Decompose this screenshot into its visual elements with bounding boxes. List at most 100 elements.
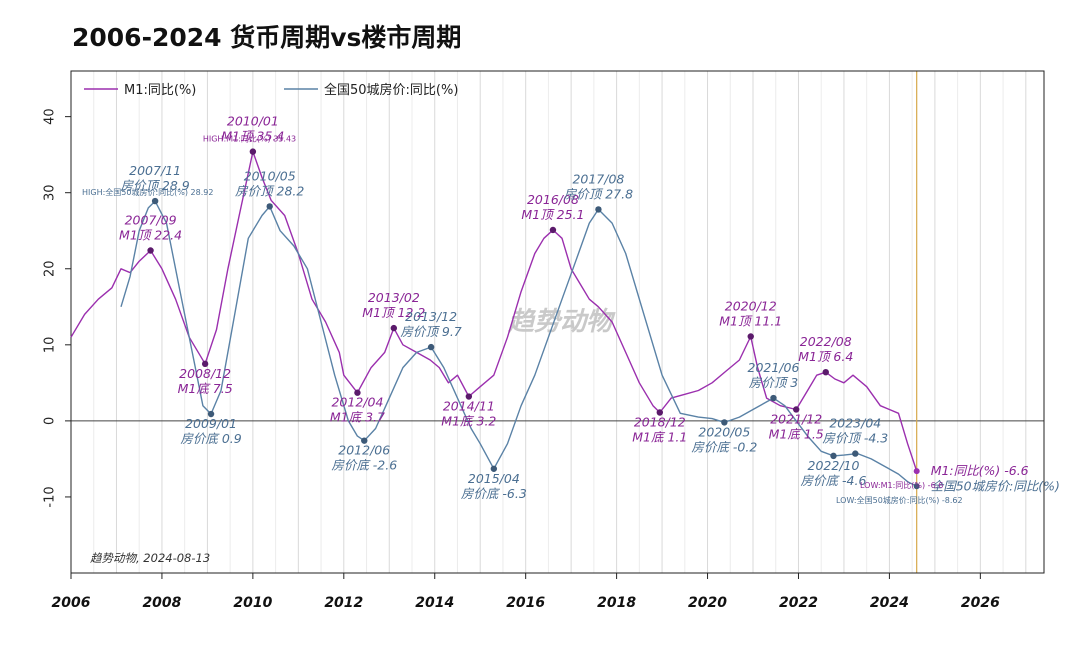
peak-marker-m1 bbox=[656, 409, 664, 416]
annotation-date: 2023/04 bbox=[829, 416, 881, 431]
peak-marker-house bbox=[595, 206, 602, 213]
annotation-date: 2012/04 bbox=[331, 395, 383, 410]
y-tick-label: 20 bbox=[43, 260, 58, 277]
peak-marker-m1 bbox=[147, 247, 154, 254]
peak-marker-house bbox=[427, 343, 435, 351]
annotation-label: 房价顶 27.8 bbox=[564, 186, 633, 201]
peak-marker-m1 bbox=[249, 148, 257, 155]
grid-lines bbox=[71, 71, 1044, 573]
end-marker-house bbox=[913, 483, 920, 490]
y-tick-label: -10 bbox=[43, 486, 58, 507]
annotation-date: 2007/09 bbox=[125, 213, 177, 228]
x-tick-label: 2018 bbox=[597, 595, 636, 611]
plot-frame bbox=[70, 70, 1045, 574]
annotation-date: 2013/12 bbox=[405, 309, 457, 324]
extreme-label: HIGH:全国50城房价:同比(%) 28.92 bbox=[82, 187, 213, 197]
extreme-label: HIGH:M1:同比(%) 35.43 bbox=[203, 134, 296, 144]
peak-marker-house bbox=[830, 452, 837, 460]
footnote: 趋势动物, 2024-08-13 bbox=[90, 551, 210, 565]
peak-marker-house bbox=[266, 203, 273, 210]
annotation-date: 2014/11 bbox=[443, 399, 495, 414]
annotation-date: 2009/01 bbox=[185, 416, 237, 431]
x-tick-label: 2024 bbox=[870, 595, 909, 611]
annotation-date: 2022/10 bbox=[808, 458, 860, 473]
annotation-date: 2010/01 bbox=[227, 114, 279, 129]
peak-marker-m1 bbox=[747, 333, 754, 340]
annotation-label: M1底 1.1 bbox=[632, 430, 687, 445]
annotation-date: 2013/02 bbox=[368, 290, 420, 305]
peak-marker-house bbox=[151, 197, 159, 205]
annotation-label: M1顶 22.4 bbox=[119, 228, 182, 243]
peak-marker-m1 bbox=[793, 406, 800, 413]
end-label-house: 全国50城房价:同比(%) bbox=[931, 478, 1060, 493]
peak-marker-m1 bbox=[549, 226, 557, 234]
peak-marker-m1 bbox=[354, 389, 361, 396]
annotation-date: 2007/11 bbox=[129, 163, 181, 178]
annotation-label: 房价顶 28.9 bbox=[120, 178, 189, 193]
annotation-date: 2022/08 bbox=[800, 334, 852, 349]
y-tick-label: 0 bbox=[43, 417, 58, 425]
annotation-date: 2016/08 bbox=[527, 192, 579, 207]
annotation-date: 2020/05 bbox=[698, 424, 750, 439]
annotation-date: 2012/06 bbox=[338, 443, 390, 458]
peak-marker-house bbox=[852, 450, 859, 457]
annotation-label: 房价顶 -4.3 bbox=[822, 431, 888, 446]
x-tick-label: 2010 bbox=[233, 595, 272, 611]
annotation-label: M1底 1.5 bbox=[769, 426, 824, 441]
annotation-label: 房价底 -0.2 bbox=[691, 439, 757, 454]
annotation-date: 2015/04 bbox=[468, 471, 520, 486]
x-tick-label: 2006 bbox=[52, 595, 91, 611]
annotation-date: 2010/05 bbox=[244, 168, 296, 183]
annotation-label: 房价底 0.9 bbox=[180, 431, 241, 446]
annotation-label: M1顶 6.4 bbox=[798, 349, 853, 364]
chart-title: 2006-2024 货币周期vs楼市周期 bbox=[72, 23, 462, 52]
series-line-m1 bbox=[70, 150, 918, 472]
y-axis: 40 30 20 10 0 -10 bbox=[43, 108, 71, 508]
annotation-date: 2008/12 bbox=[179, 366, 231, 381]
annotation-label: M1顶 11.1 bbox=[719, 313, 782, 328]
y-tick-label: 30 bbox=[43, 184, 58, 201]
y-tick-label: 40 bbox=[43, 108, 58, 125]
x-tick-label: 2008 bbox=[142, 595, 181, 611]
annotation-label: 房价顶 3 bbox=[749, 375, 798, 390]
annotation-date: 2017/08 bbox=[572, 171, 624, 186]
annotation-date: 2020/12 bbox=[725, 298, 777, 313]
peak-marker-m1 bbox=[390, 324, 398, 332]
peak-marker-m1 bbox=[465, 393, 473, 400]
annotation-label: 房价底 -6.3 bbox=[461, 486, 527, 501]
peak-marker-m1 bbox=[201, 360, 209, 368]
annotation-label: 房价底 -2.6 bbox=[331, 458, 397, 473]
peak-marker-house bbox=[361, 437, 368, 444]
y-tick-label: 10 bbox=[43, 337, 58, 354]
annotation-label: M1顶 12.2 bbox=[362, 305, 425, 320]
annotation-date: 2021/12 bbox=[770, 411, 822, 426]
annotation-label: M1底 3.2 bbox=[441, 414, 496, 429]
annotation-label: 房价顶 28.2 bbox=[235, 183, 304, 198]
x-tick-label: 2014 bbox=[415, 595, 454, 611]
annotation-label: M1底 3.7 bbox=[330, 410, 385, 425]
peak-marker-m1 bbox=[822, 369, 829, 376]
legend-label-house: 全国50城房价:同比(%) bbox=[324, 82, 458, 98]
peak-marker-house bbox=[207, 410, 215, 418]
end-marker-m1 bbox=[913, 468, 920, 475]
legend: M1:同比(%) 全国50城房价:同比(%) bbox=[84, 82, 458, 98]
extreme-label: LOW:M1:同比(%) -6.6 bbox=[860, 480, 943, 490]
annotation-label: M1顶 25.1 bbox=[521, 207, 584, 222]
peak-marker-house bbox=[770, 394, 777, 402]
x-tick-label: 2012 bbox=[324, 595, 363, 611]
legend-label-m1: M1:同比(%) bbox=[124, 83, 196, 98]
annotation-label: 房价顶 9.7 bbox=[400, 324, 461, 339]
x-tick-label: 2022 bbox=[779, 595, 818, 611]
watermark: 趋势动物 bbox=[507, 307, 616, 337]
annotation-date: 2018/12 bbox=[634, 415, 686, 430]
annotation-label: M1顶 35.4 bbox=[221, 129, 284, 144]
extreme-label: LOW:全国50城房价:同比(%) -8.62 bbox=[836, 495, 963, 505]
end-label-m1: M1:同比(%) -6.6 bbox=[931, 463, 1029, 478]
x-tick-label: 2016 bbox=[506, 595, 545, 611]
annotation-date: 2021/06 bbox=[748, 360, 800, 375]
peak-marker-house bbox=[721, 419, 728, 426]
peak-marker-house bbox=[490, 465, 498, 472]
annotation-label: 房价底 -4.6 bbox=[801, 473, 867, 488]
